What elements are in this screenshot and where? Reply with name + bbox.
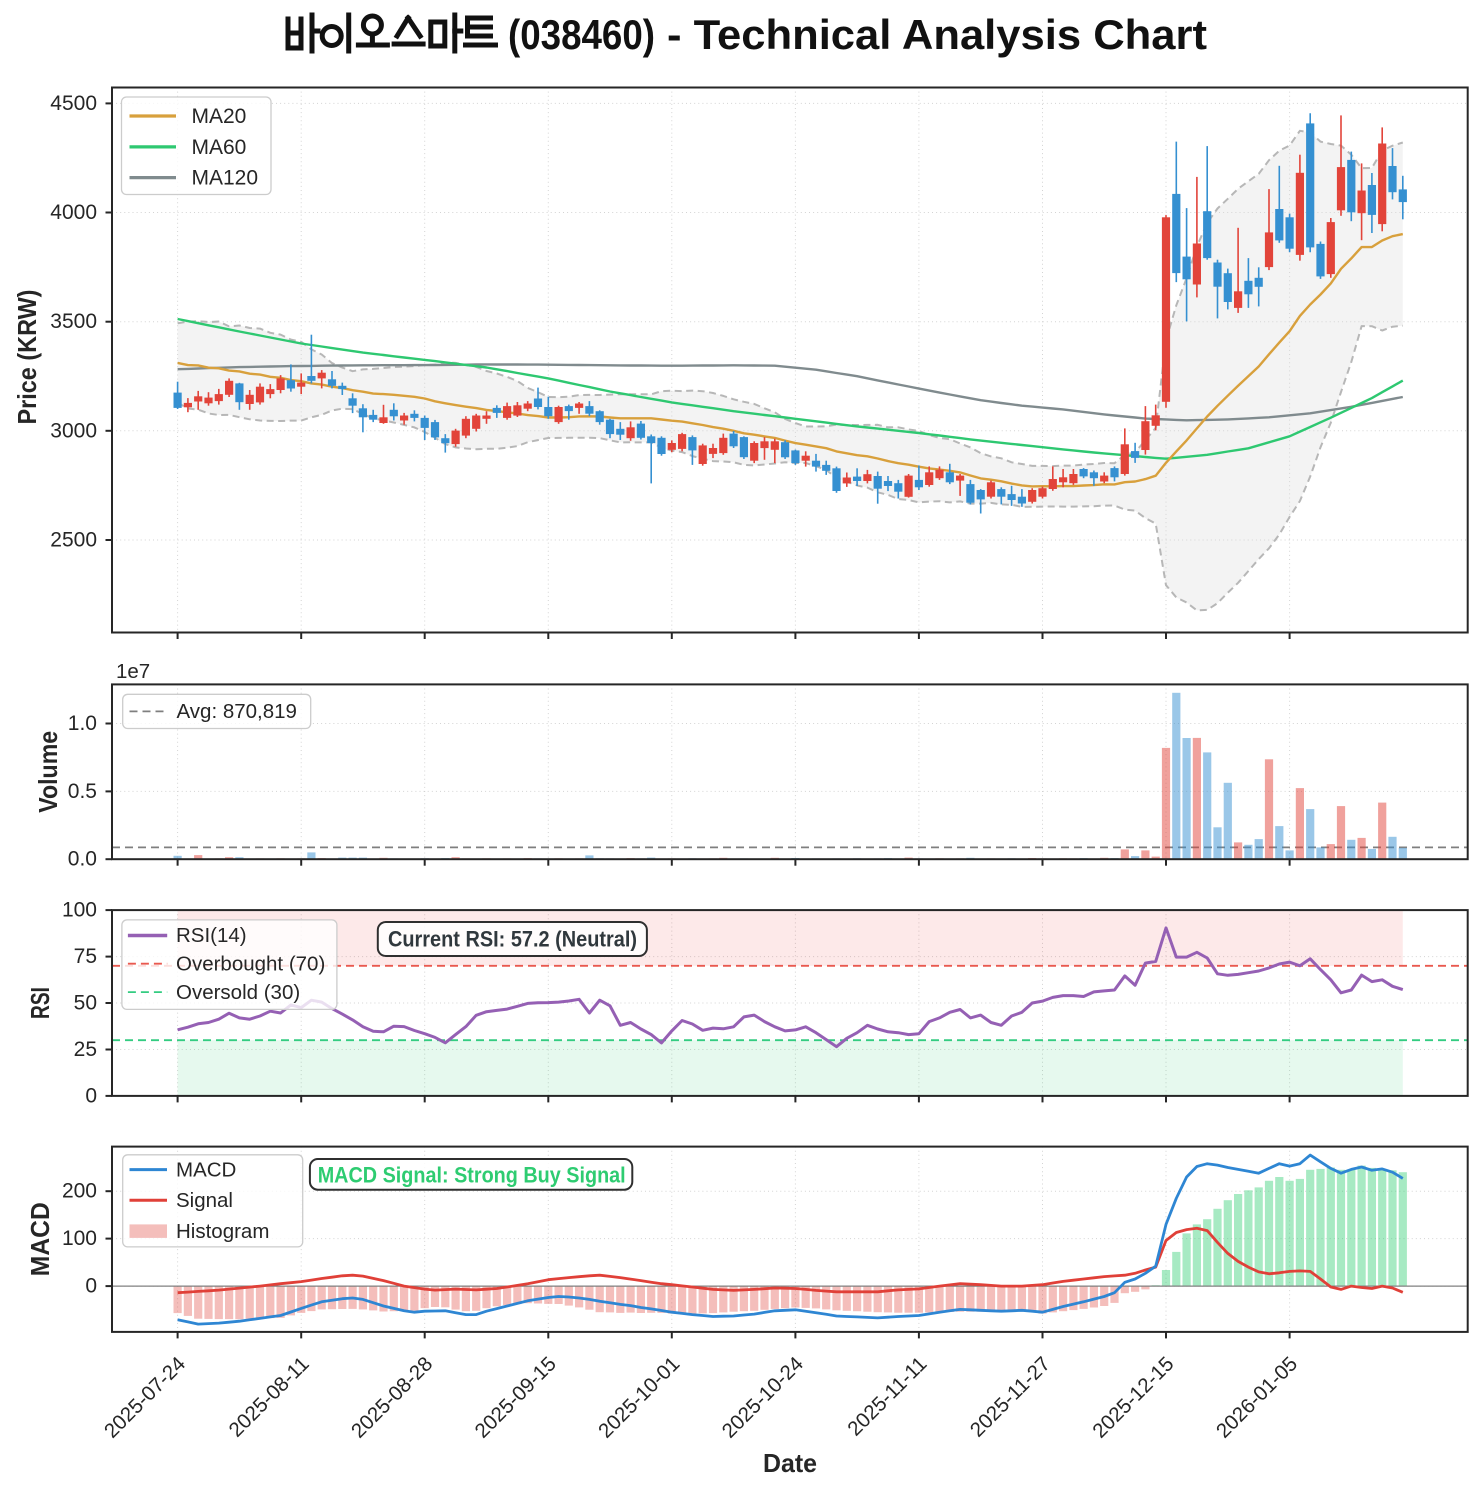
svg-text:Histogram: Histogram (176, 1220, 269, 1243)
svg-text:3000: 3000 (50, 419, 97, 442)
svg-text:0: 0 (85, 1084, 97, 1107)
svg-text:200: 200 (62, 1180, 97, 1203)
svg-text:Overbought (70): Overbought (70) (176, 953, 325, 976)
svg-text:MA20: MA20 (192, 105, 247, 128)
svg-text:MA60: MA60 (192, 136, 247, 159)
svg-text:25: 25 (74, 1038, 97, 1061)
svg-text:RSI: RSI (25, 987, 55, 1019)
svg-text:4500: 4500 (50, 92, 97, 115)
svg-text:(038460): (038460) (508, 11, 655, 58)
svg-text:100: 100 (62, 1227, 97, 1250)
svg-text:Signal: Signal (176, 1189, 233, 1212)
svg-text:- Technical Analysis Chart: - Technical Analysis Chart (667, 11, 1207, 58)
svg-text:MACD: MACD (25, 1202, 55, 1276)
svg-text:Price (KRW): Price (KRW) (12, 290, 42, 425)
svg-text:Current RSI: 57.2 (Neutral): Current RSI: 57.2 (Neutral) (388, 927, 637, 952)
svg-text:50: 50 (74, 992, 97, 1015)
svg-text:MACD: MACD (176, 1158, 236, 1181)
svg-text:1e7: 1e7 (116, 660, 150, 683)
svg-text:100: 100 (62, 899, 97, 922)
svg-text:4000: 4000 (50, 201, 97, 224)
svg-text:Avg: 870,819: Avg: 870,819 (177, 700, 297, 723)
svg-text:Volume: Volume (33, 731, 63, 813)
svg-text:MA120: MA120 (192, 167, 259, 190)
svg-text:RSI(14): RSI(14) (176, 924, 247, 947)
svg-text:0.5: 0.5 (68, 780, 97, 803)
svg-text:Date: Date (763, 1448, 817, 1478)
svg-text:Oversold (30): Oversold (30) (176, 981, 300, 1004)
svg-text:0.0: 0.0 (68, 848, 97, 871)
svg-text:2500: 2500 (50, 529, 97, 552)
svg-text:75: 75 (74, 945, 97, 968)
svg-text:3500: 3500 (50, 310, 97, 333)
svg-text:0: 0 (85, 1275, 97, 1298)
svg-text:1.0: 1.0 (68, 712, 97, 735)
svg-text:MACD Signal: Strong Buy Signal: MACD Signal: Strong Buy Signal (318, 1163, 626, 1188)
